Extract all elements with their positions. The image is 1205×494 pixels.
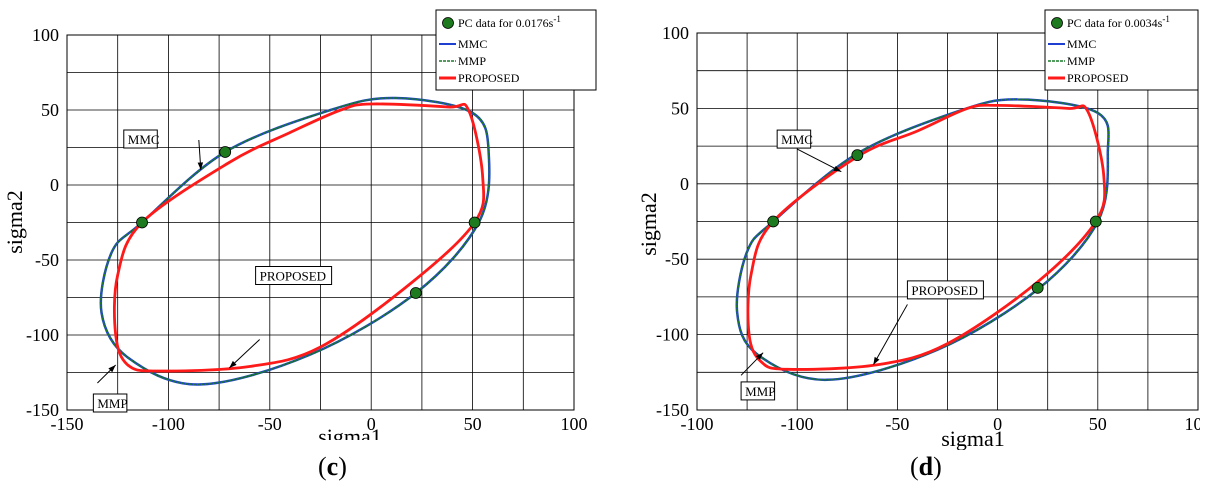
- annotation-label-d: MMP: [745, 384, 775, 399]
- legend-pc-exp-c: -1: [553, 14, 561, 24]
- legend-pc-prefix-c: PC data for: [458, 16, 516, 30]
- caption-d-letter: d: [918, 452, 934, 481]
- legend-box-c: [435, 9, 597, 91]
- x-tick-label-c: -50: [258, 414, 282, 434]
- x-tick-label-d: -50: [885, 414, 909, 434]
- annotation-arrow-d: [872, 304, 908, 366]
- x-tick-label-d: 100: [1185, 414, 1201, 434]
- annotation-label-d: PROPOSED: [911, 283, 977, 298]
- pc-data-point-d: [767, 215, 780, 228]
- annotation-arrowhead-c: [197, 162, 204, 170]
- x-tick-label-d: 50: [1089, 414, 1107, 434]
- legend-pc-rate-c: 0.0176s: [516, 16, 554, 30]
- plot-area-c: MMC PROPOSED MMP: [66, 34, 575, 413]
- pc-data-point-d: [851, 149, 864, 162]
- pc-data-point-d: [1089, 215, 1102, 228]
- y-tick-label-d: 100: [662, 23, 689, 43]
- legend-mmp-label-c: MMP: [458, 54, 486, 68]
- legend-proposed-label-d: PROPOSED: [1067, 71, 1129, 85]
- annotation-label-d: MMC: [781, 132, 813, 147]
- pc-data-point-c: [219, 146, 232, 158]
- y-tick-label-d: -100: [656, 325, 689, 345]
- legend-box-d: [1044, 9, 1199, 91]
- plot-area-d: MMC PROPOSED MMP: [696, 32, 1199, 411]
- x-axis-label-d: sigma1: [941, 426, 1005, 450]
- legend-pc-label-c: PC data for 0.0176s-1: [458, 14, 561, 30]
- legend-mmc-label-c: MMC: [458, 37, 487, 51]
- x-tick-label-d: -100: [781, 414, 814, 434]
- series-proposed-c: [113, 102, 486, 373]
- annotation-box-c: [92, 393, 128, 413]
- y-tick-label-c: -50: [35, 250, 59, 270]
- y-tick-label-d: 0: [680, 174, 689, 194]
- annotation-arrow-d: [796, 148, 842, 173]
- annotation-label-c: MMP: [97, 396, 127, 411]
- annotation-arrowhead-d: [873, 356, 880, 365]
- y-tick-label-c: 100: [32, 25, 59, 45]
- pc-data-point-c: [409, 287, 422, 299]
- series-proposed-d: [746, 103, 1107, 371]
- x-tick-label-c: -100: [152, 414, 185, 434]
- y-tick-label-d: -50: [665, 249, 689, 269]
- annotation-box-c: [123, 129, 158, 149]
- annotation-arrowhead-c: [108, 365, 116, 373]
- caption-d: (d): [910, 452, 942, 481]
- annotation-label-c: PROPOSED: [260, 269, 326, 284]
- series-mmp-d: [735, 98, 1110, 381]
- legend-pc-exp-d: -1: [1162, 14, 1170, 24]
- legend-pc-label-d: PC data for 0.0034s-1: [1067, 14, 1170, 30]
- legend-proposed-label-c: PROPOSED: [458, 71, 520, 85]
- annotation-box-d: [776, 129, 812, 149]
- annotation-arrowhead-c: [229, 360, 237, 368]
- x-tick-label-c: -150: [51, 414, 84, 434]
- annotation-label-c: MMC: [128, 132, 160, 147]
- legend-mmp-label-d: MMP: [1067, 54, 1095, 68]
- y-tick-label-c: 50: [41, 100, 59, 120]
- x-tick-label-c: 50: [464, 414, 482, 434]
- y-axis-label-c: sigma2: [2, 190, 27, 254]
- legend-pc-marker-c: [442, 17, 454, 29]
- y-tick-label-d: -150: [656, 400, 689, 420]
- legend-mmc-label-d: MMC: [1067, 37, 1096, 51]
- y-axis-label-d: sigma2: [640, 192, 661, 256]
- pc-data-point-c: [468, 216, 481, 229]
- annotation-box-d: [740, 381, 776, 401]
- legend-pc-rate-d: 0.0034s: [1125, 16, 1163, 30]
- y-tick-label-c: 0: [50, 175, 59, 195]
- annotation-box-d: [906, 280, 984, 300]
- x-tick-label-c: 0: [367, 414, 376, 434]
- caption-c-letter: c: [326, 452, 339, 481]
- y-tick-label-d: 50: [671, 98, 689, 118]
- x-tick-label-c: 100: [561, 414, 588, 434]
- caption-c: (c): [318, 452, 347, 481]
- pc-data-point-c: [136, 216, 148, 229]
- legend-pc-marker-d: [1051, 17, 1063, 29]
- legend-pc-prefix-d: PC data for: [1067, 16, 1125, 30]
- x-axis-label-c: sigma1: [318, 424, 382, 440]
- x-tick-label-d: -100: [681, 414, 714, 434]
- annotation-arrowhead-d: [755, 352, 764, 360]
- pc-data-point-d: [1031, 281, 1044, 294]
- annotation-arrowhead-d: [833, 165, 842, 172]
- y-tick-label-c: -100: [26, 325, 59, 345]
- annotation-box-c: [255, 266, 333, 285]
- x-tick-label-d: 0: [993, 414, 1002, 434]
- y-tick-label-c: -150: [26, 400, 59, 420]
